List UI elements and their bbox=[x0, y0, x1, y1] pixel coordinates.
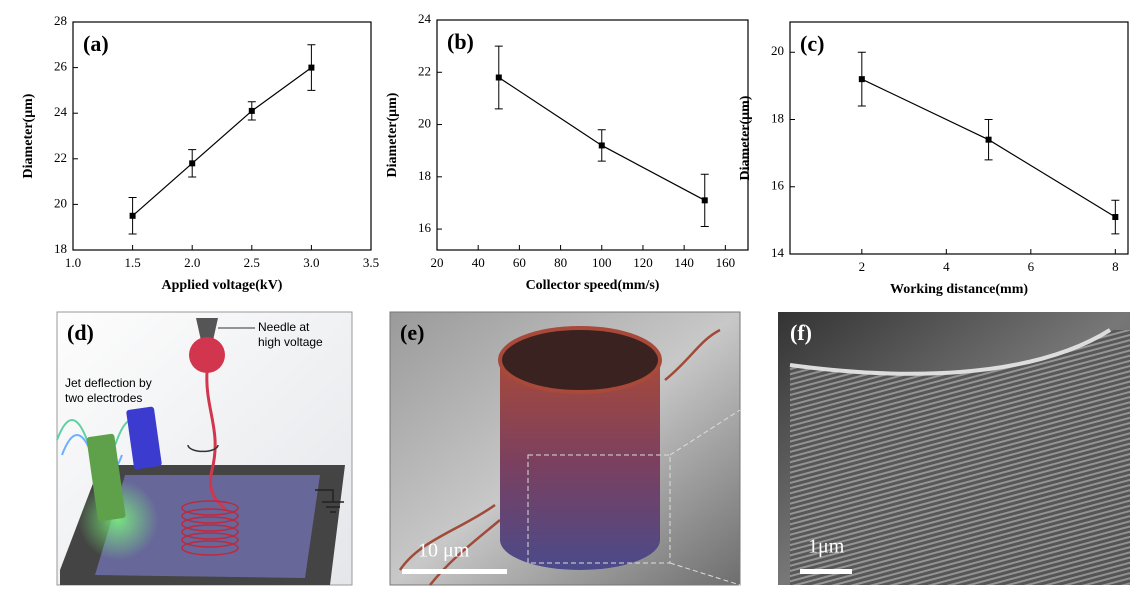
data-point bbox=[496, 75, 502, 81]
y-axis-label: Diameter(μm) bbox=[385, 92, 400, 177]
scale-bar-label: 10 μm bbox=[418, 540, 470, 562]
annotation: Needle at bbox=[258, 320, 310, 334]
data-point bbox=[130, 213, 136, 219]
panel-e: 10 μm (e) bbox=[390, 312, 740, 585]
panel-d: (d) Needle at high voltage Jet deflectio… bbox=[57, 250, 352, 585]
y-axis-label: Diameter(μm) bbox=[738, 95, 753, 180]
panel-f: 1μm (f) bbox=[778, 312, 1130, 585]
x-tick-label: 160 bbox=[716, 255, 736, 270]
x-tick-label: 40 bbox=[472, 255, 485, 270]
x-tick-label: 100 bbox=[592, 255, 612, 270]
y-tick-label: 16 bbox=[418, 220, 432, 235]
data-point bbox=[189, 160, 195, 166]
x-tick-label: 60 bbox=[513, 255, 526, 270]
x-tick-label: 120 bbox=[633, 255, 653, 270]
panel-label: (f) bbox=[790, 320, 812, 345]
annotation: two electrodes bbox=[65, 391, 142, 405]
x-tick-label: 3.5 bbox=[363, 255, 379, 270]
panel-label: (d) bbox=[67, 320, 94, 345]
panel-label: (e) bbox=[400, 320, 424, 345]
y-tick-label: 20 bbox=[418, 116, 431, 131]
x-tick-label: 1.5 bbox=[124, 255, 140, 270]
plot-frame bbox=[790, 22, 1128, 254]
panel-label: (c) bbox=[800, 31, 824, 56]
x-tick-label: 80 bbox=[554, 255, 567, 270]
y-tick-label: 18 bbox=[54, 241, 67, 256]
plot-frame bbox=[73, 22, 371, 250]
y-tick-label: 26 bbox=[54, 59, 68, 74]
x-tick-label: 3.0 bbox=[303, 255, 319, 270]
chart: 20 40 60 80 100 120 140 160 16 18 20 22 24 Collector … bbox=[385, 11, 748, 293]
plot-frame bbox=[437, 20, 748, 250]
data-point bbox=[599, 142, 605, 148]
x-tick-label: 2.5 bbox=[244, 255, 260, 270]
annotation: high voltage bbox=[258, 335, 323, 349]
annotation: Jet deflection by bbox=[65, 376, 152, 390]
data-point bbox=[702, 197, 708, 203]
x-axis-label: Working distance(mm) bbox=[890, 282, 1028, 297]
y-tick-label: 22 bbox=[54, 150, 67, 165]
y-tick-label: 24 bbox=[54, 104, 68, 119]
y-tick-label: 28 bbox=[54, 13, 67, 28]
panel-label: (a) bbox=[83, 31, 109, 56]
data-point bbox=[249, 108, 255, 114]
x-tick-label: 6 bbox=[1028, 259, 1035, 274]
y-tick-label: 18 bbox=[771, 110, 784, 125]
x-axis-label: Applied voltage(kV) bbox=[162, 278, 283, 293]
x-tick-label: 2.0 bbox=[184, 255, 200, 270]
x-tick-label: 20 bbox=[431, 255, 444, 270]
data-point bbox=[859, 76, 865, 82]
data-point bbox=[308, 65, 314, 71]
y-tick-label: 24 bbox=[418, 11, 432, 26]
y-tick-label: 22 bbox=[418, 63, 431, 78]
x-tick-label: 8 bbox=[1112, 259, 1119, 274]
y-axis-label: Diameter(μm) bbox=[21, 93, 36, 178]
chart: 2 4 6 8 14 16 18 20 Working distance(mm) Diameter… bbox=[738, 22, 1128, 297]
x-tick-label: 2 bbox=[859, 259, 866, 274]
y-tick-label: 20 bbox=[54, 195, 67, 210]
x-tick-label: 4 bbox=[943, 259, 950, 274]
data-line bbox=[133, 68, 312, 216]
x-axis-label: Collector speed(mm/s) bbox=[526, 278, 660, 293]
y-tick-label: 16 bbox=[771, 178, 785, 193]
chart: 1.0 1.5 2.0 2.5 3.0 3.5 18 20 22 24 26 28 Applied vo… bbox=[21, 13, 379, 293]
panel-label: (b) bbox=[447, 29, 474, 54]
x-tick-label: 1.0 bbox=[65, 255, 81, 270]
scale-bar-label: 1μm bbox=[808, 536, 845, 558]
y-tick-label: 20 bbox=[771, 43, 784, 58]
x-tick-label: 140 bbox=[674, 255, 694, 270]
y-tick-label: 14 bbox=[771, 245, 785, 260]
figure: (d) Needle at high voltage Jet deflectio… bbox=[0, 0, 1137, 590]
y-tick-label: 18 bbox=[418, 168, 431, 183]
data-point bbox=[986, 137, 992, 143]
data-point bbox=[1112, 214, 1118, 220]
